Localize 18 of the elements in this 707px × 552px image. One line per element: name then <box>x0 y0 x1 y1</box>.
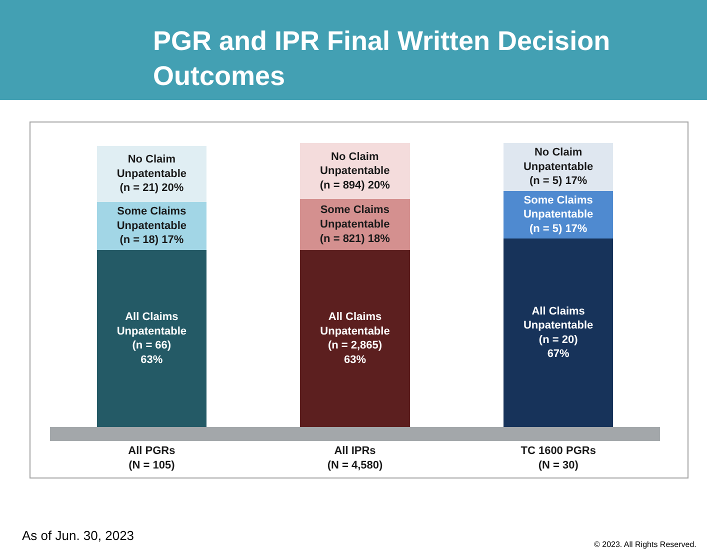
data-label: No Claim Unpatentable (n = 5) 17% <box>523 146 594 188</box>
chart-title: PGR and IPR Final Written Decision Outcomes <box>153 26 610 92</box>
x-tick-label: All IPRs (N = 4,580) <box>327 445 383 472</box>
data-label: All Claims Unpatentable (n = 66) 63% <box>116 310 187 366</box>
data-label: All Claims Unpatentable (n = 2,865) 63% <box>320 310 390 366</box>
bar <box>300 250 410 427</box>
text: As of Jun. 30, 2023 <box>22 528 134 543</box>
data-label: No Claim Unpatentable (n = 894) 20% <box>320 150 390 192</box>
bar <box>503 238 614 427</box>
data-label: No Claim Unpatentable (n = 21) 20% <box>116 154 187 194</box>
data-label: Some Claims Unpatentable (n = 18) 17% <box>116 206 187 246</box>
data-label: Some Claims Unpatentable (n = 821) 18% <box>320 204 390 245</box>
x-tick-label: TC 1600 PGRs (N = 30) <box>520 445 596 472</box>
bar <box>96 250 207 427</box>
x-tick-label: All PGRs (N = 105) <box>128 445 176 472</box>
data-label: All Claims Unpatentable (n = 20) 67% <box>523 305 594 360</box>
text: © 2023. All Rights Reserved. <box>594 540 696 549</box>
data-label: Some Claims Unpatentable (n = 5) 17% <box>523 194 594 235</box>
